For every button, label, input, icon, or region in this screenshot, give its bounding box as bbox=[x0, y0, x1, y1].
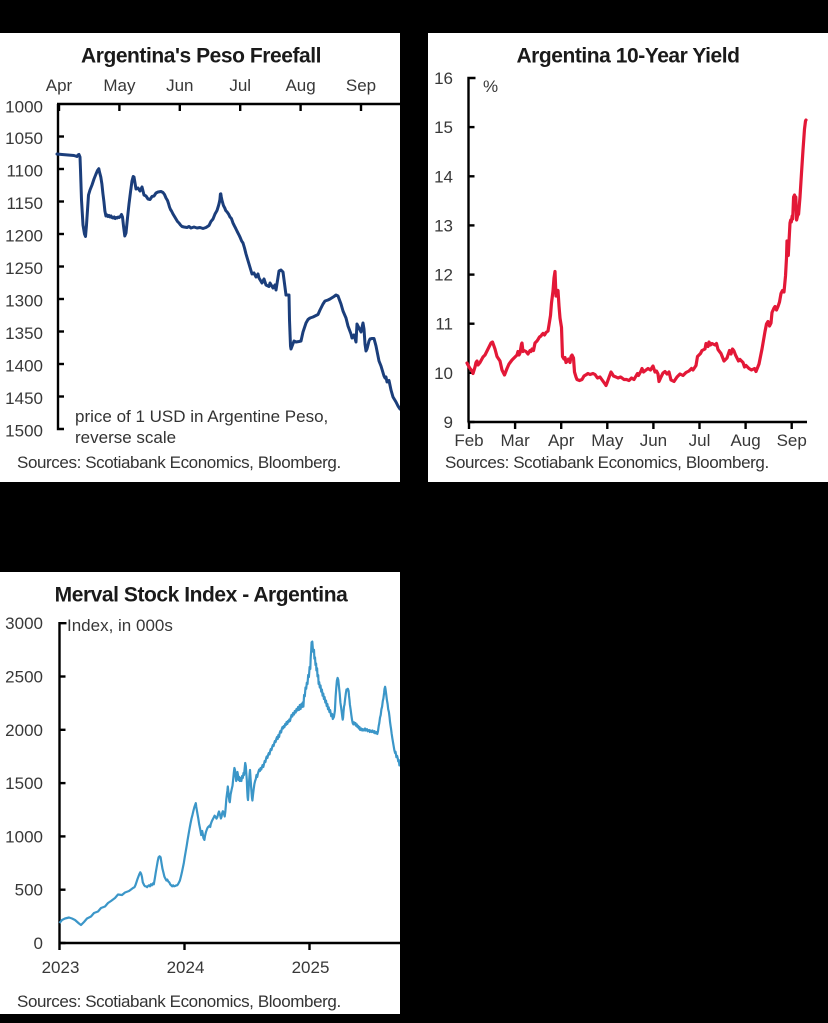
svg-text:Aug: Aug bbox=[285, 76, 315, 95]
svg-text:1000: 1000 bbox=[5, 827, 43, 846]
svg-text:1150: 1150 bbox=[6, 194, 43, 213]
svg-text:Aug: Aug bbox=[730, 431, 760, 450]
svg-text:Sep: Sep bbox=[777, 431, 807, 450]
svg-text:2023: 2023 bbox=[42, 958, 80, 977]
svg-text:Sources: Scotiabank Economics,: Sources: Scotiabank Economics, Bloomberg… bbox=[445, 453, 769, 472]
svg-text:1100: 1100 bbox=[6, 162, 43, 181]
svg-text:Merval Stock Index - Argentina: Merval Stock Index - Argentina bbox=[55, 584, 348, 607]
svg-text:Index, in 000s: Index, in 000s bbox=[67, 616, 173, 635]
svg-text:Jul: Jul bbox=[689, 431, 711, 450]
svg-text:15: 15 bbox=[434, 118, 453, 137]
svg-text:2500: 2500 bbox=[5, 668, 43, 687]
svg-text:2000: 2000 bbox=[5, 721, 43, 740]
svg-text:1200: 1200 bbox=[5, 227, 43, 246]
svg-text:1250: 1250 bbox=[5, 259, 43, 278]
svg-text:Sources: Scotiabank Economics,: Sources: Scotiabank Economics, Bloomberg… bbox=[17, 453, 341, 472]
svg-text:%: % bbox=[483, 77, 498, 96]
svg-text:May: May bbox=[103, 76, 136, 95]
svg-text:Apr: Apr bbox=[548, 431, 575, 450]
svg-text:11: 11 bbox=[435, 315, 453, 334]
svg-text:500: 500 bbox=[15, 881, 43, 900]
svg-text:10: 10 bbox=[434, 364, 453, 383]
svg-text:May: May bbox=[591, 431, 624, 450]
svg-text:1400: 1400 bbox=[5, 357, 43, 376]
svg-text:Sep: Sep bbox=[346, 76, 376, 95]
svg-text:Mar: Mar bbox=[500, 431, 530, 450]
svg-text:1300: 1300 bbox=[5, 292, 43, 311]
svg-text:1350: 1350 bbox=[5, 324, 43, 343]
svg-text:1450: 1450 bbox=[5, 389, 43, 408]
svg-text:Jun: Jun bbox=[166, 76, 193, 95]
svg-text:1050: 1050 bbox=[5, 129, 43, 148]
svg-text:3000: 3000 bbox=[5, 614, 43, 633]
svg-text:1000: 1000 bbox=[5, 98, 43, 117]
svg-text:Feb: Feb bbox=[454, 431, 483, 450]
svg-text:Argentina 10-Year Yield: Argentina 10-Year Yield bbox=[516, 45, 739, 68]
svg-text:Apr: Apr bbox=[46, 76, 73, 95]
svg-text:Jun: Jun bbox=[640, 431, 667, 450]
svg-text:reverse scale: reverse scale bbox=[75, 428, 176, 447]
svg-text:1500: 1500 bbox=[5, 422, 43, 441]
svg-text:2025: 2025 bbox=[292, 958, 330, 977]
svg-text:Jul: Jul bbox=[229, 76, 251, 95]
svg-text:13: 13 bbox=[434, 216, 453, 235]
svg-text:price of 1 USD in Argentine Pe: price of 1 USD in Argentine Peso, bbox=[75, 407, 328, 426]
svg-text:12: 12 bbox=[434, 266, 453, 285]
svg-text:Argentina's Peso Freefall: Argentina's Peso Freefall bbox=[81, 45, 321, 68]
svg-text:14: 14 bbox=[434, 167, 453, 186]
svg-text:16: 16 bbox=[434, 69, 453, 88]
svg-text:1500: 1500 bbox=[5, 774, 43, 793]
svg-text:2024: 2024 bbox=[167, 958, 205, 977]
svg-text:Sources: Scotiabank Economics,: Sources: Scotiabank Economics, Bloomberg… bbox=[17, 992, 341, 1011]
svg-text:9: 9 bbox=[444, 413, 453, 432]
svg-text:0: 0 bbox=[34, 934, 43, 953]
